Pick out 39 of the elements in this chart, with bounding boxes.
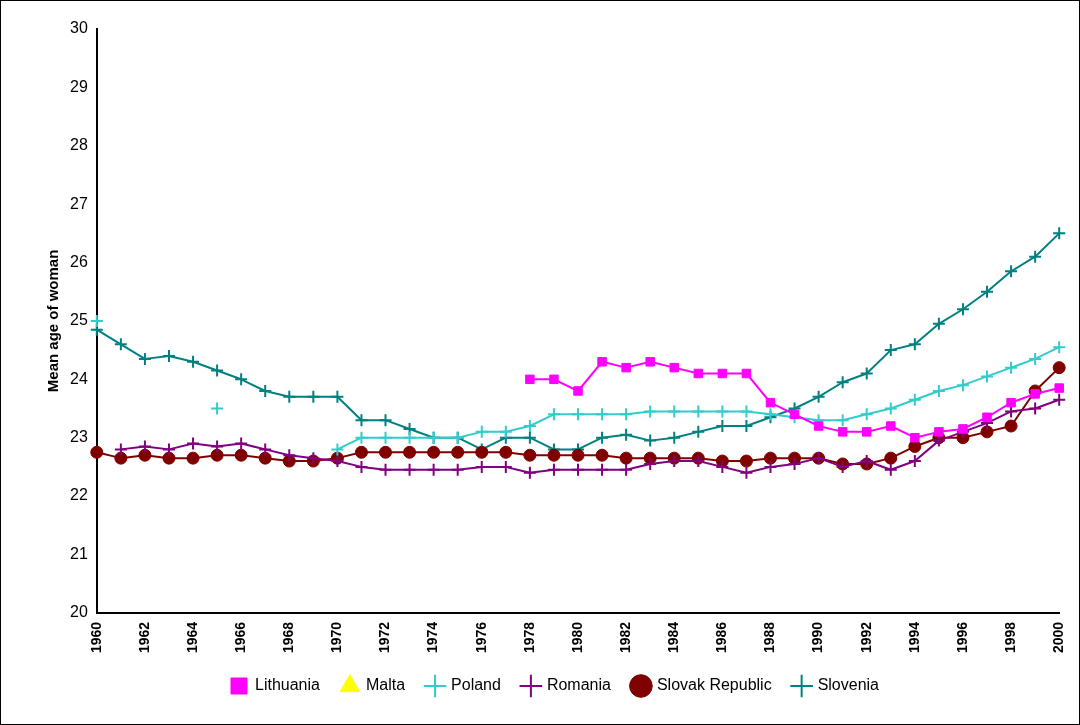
y-tick-label: 24 [70, 369, 88, 387]
x-tick-label: 1962 [135, 621, 152, 654]
x-tick-label: 1984 [665, 621, 682, 654]
y-tick-label: 30 [70, 19, 88, 37]
y-tick-label: 22 [70, 486, 88, 504]
x-tick-label: 1972 [376, 621, 393, 654]
legend-label: Malta [365, 676, 406, 694]
x-tick-label: 1974 [424, 621, 441, 654]
y-tick-label: 29 [70, 77, 88, 95]
x-tick-label: 1978 [520, 621, 537, 654]
x-tick-label: 1968 [280, 621, 297, 654]
y-tick-label: 28 [70, 136, 88, 154]
legend-label: Poland [451, 676, 501, 694]
x-tick-label: 1970 [328, 621, 345, 654]
x-tick-label: 1988 [761, 621, 778, 654]
x-tick-label: 1960 [87, 621, 104, 654]
x-tick-label: 1986 [713, 621, 730, 654]
y-tick-label: 23 [70, 428, 88, 446]
legend-label: Slovenia [817, 676, 880, 694]
y-tick-label: 27 [70, 194, 88, 212]
legend-label: Slovak Republic [656, 676, 772, 694]
x-tick-label: 1996 [953, 621, 970, 654]
y-tick-label: 21 [70, 544, 88, 562]
x-tick-label: 1964 [183, 621, 200, 654]
y-tick-label: 26 [70, 252, 88, 270]
x-tick-label: 1992 [857, 621, 874, 654]
x-tick-label: 1982 [616, 621, 633, 654]
x-tick-label: 1998 [1001, 621, 1018, 654]
x-tick-label: 1990 [809, 621, 826, 654]
y-tick-label: 20 [70, 603, 88, 621]
x-tick-label: 1980 [568, 621, 585, 654]
x-tick-label: 1976 [472, 621, 489, 654]
x-tick-label: 1966 [232, 621, 249, 654]
y-tick-label: 25 [70, 311, 88, 329]
y-axis-title: Mean age of woman [44, 249, 62, 393]
legend-label: Lithuania [254, 676, 321, 694]
x-tick-label: 1994 [905, 621, 922, 654]
x-tick-label: 2000 [1050, 621, 1067, 654]
legend-label: Romania [546, 676, 612, 694]
